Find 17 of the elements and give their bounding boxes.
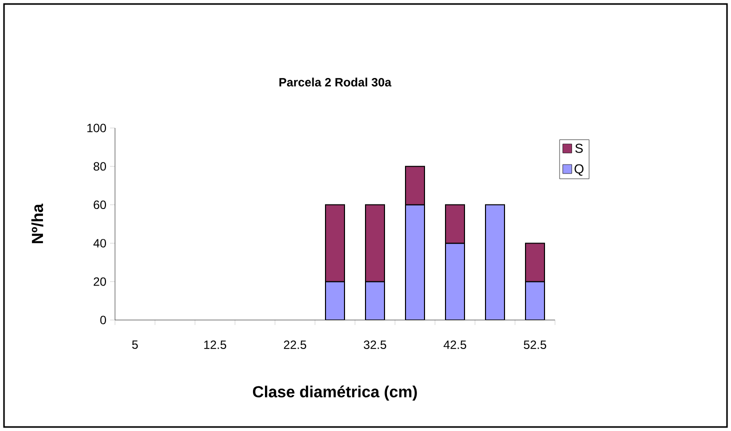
x-tick-label: 32.5 [364, 340, 386, 350]
x-tick-label: 42.5 [444, 340, 466, 350]
legend-label: S [575, 144, 583, 153]
chart-title: Parcela 2 Rodal 30a [279, 78, 392, 87]
y-tick-label: 0 [100, 316, 106, 324]
x-tick-label: 12.5 [204, 340, 226, 350]
y-tick-label: 40 [93, 238, 106, 248]
x-axis-title: Clase diamétrica (cm) [252, 386, 417, 401]
x-tick-label: 5 [132, 340, 138, 349]
y-tick-label: 80 [94, 162, 106, 171]
x-tick-label: 52.5 [524, 340, 546, 350]
y-tick-label: 20 [94, 277, 106, 286]
y-axis-title: Nº/ha [31, 204, 44, 244]
y-tick-label: 60 [94, 200, 106, 210]
x-tick-label: 22.5 [284, 340, 306, 350]
legend-label: Q [574, 164, 584, 176]
y-tick-label: 100 [87, 124, 106, 132]
